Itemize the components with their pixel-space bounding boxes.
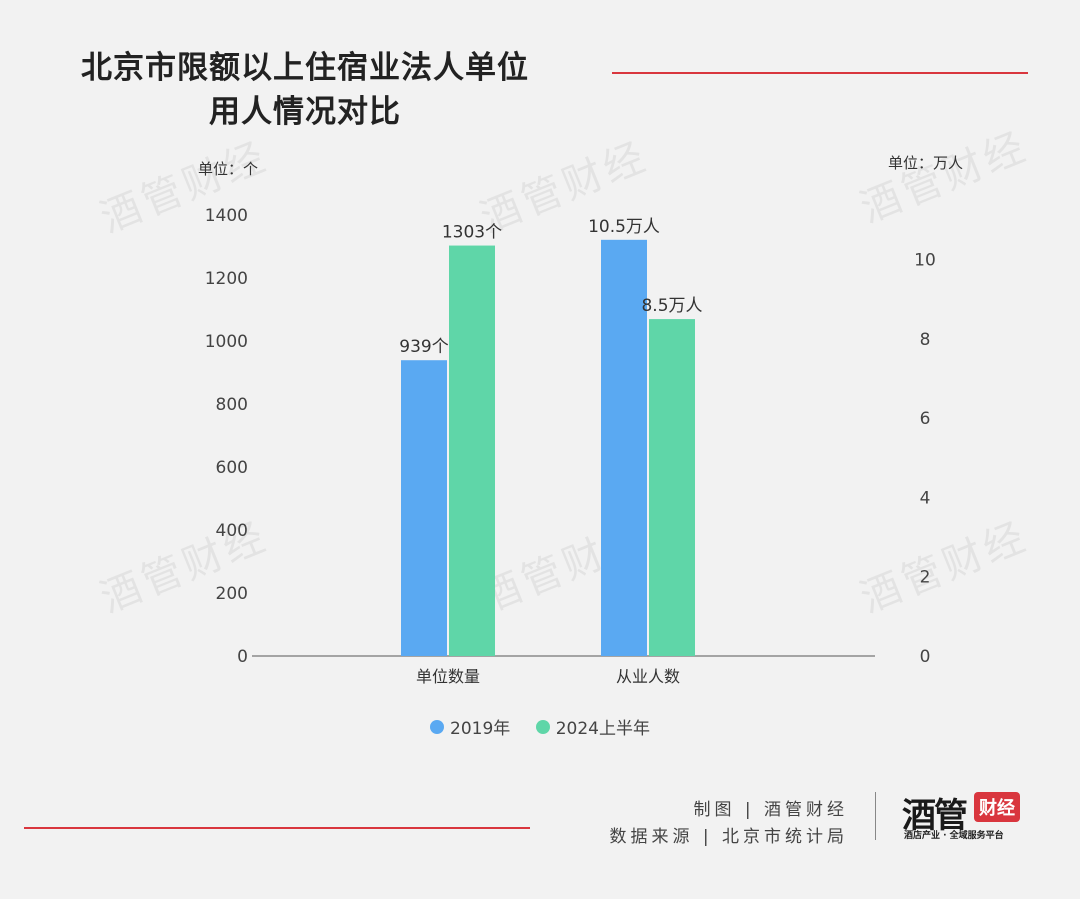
bar: [649, 319, 695, 656]
x-category-labels: 单位数量 从业人数: [416, 667, 680, 686]
left-tick-label: 600: [216, 458, 248, 478]
chart-title-line-2: 用人情况对比: [209, 94, 401, 130]
right-unit-label: 单位：万人: [888, 154, 963, 172]
legend-item-2019: 2019年: [430, 714, 510, 739]
bar-data-label: 1303个: [442, 223, 502, 243]
bar-data-label: 10.5万人: [588, 217, 660, 237]
footer-separator: [875, 792, 876, 840]
bar: [401, 360, 447, 656]
left-tick-label: 1000: [205, 332, 248, 352]
right-tick-label: 6: [920, 409, 931, 429]
x-category-label: 单位数量: [416, 667, 480, 686]
bar-chart: 0 200 400 600 800 1000 1200 1400 0 2 4 6 8 10 939个 13…: [198, 154, 963, 686]
legend-label: 2019年: [450, 719, 511, 739]
logo-badge: 财经: [974, 792, 1020, 822]
footer-red-line: [24, 827, 530, 829]
bar-data-label: 939个: [399, 337, 448, 357]
logo-slogan: 酒店产业 · 全域服务平台: [904, 831, 1004, 841]
left-tick-label: 400: [216, 521, 248, 541]
chart-title-line-1: 北京市限额以上住宿业法人单位: [81, 50, 529, 86]
left-unit-label: 单位：个: [198, 160, 258, 178]
legend: 2019年 2024上半年: [0, 714, 1080, 739]
bar-data-label: 8.5万人: [641, 296, 702, 316]
footer-credit: 制图 | 酒管财经: [693, 800, 848, 820]
brand-logo: 酒管 财经 酒店产业 · 全域服务平台: [902, 788, 1042, 844]
legend-dot-icon: [535, 719, 550, 734]
header-red-line: [612, 72, 1028, 74]
left-tick-label: 1200: [205, 269, 248, 289]
right-tick-label: 10: [914, 251, 936, 271]
bars: 939个 1303个 10.5万人 8.5万人: [399, 217, 703, 656]
legend-item-2024h1: 2024上半年: [535, 714, 650, 739]
right-tick-label: 8: [920, 330, 931, 350]
footer-source: 数据来源 | 北京市统计局: [609, 827, 848, 847]
legend-dot-icon: [430, 719, 445, 734]
left-axis: 0 200 400 600 800 1000 1200 1400: [205, 206, 248, 667]
right-axis: 0 2 4 6 8 10: [914, 251, 936, 667]
left-tick-label: 0: [237, 647, 248, 667]
left-tick-label: 800: [216, 395, 248, 415]
bar: [601, 239, 647, 656]
right-tick-label: 0: [920, 647, 931, 667]
bar: [449, 245, 495, 656]
right-tick-label: 4: [920, 488, 931, 508]
left-tick-label: 200: [216, 584, 248, 604]
logo-main-text: 酒管: [902, 796, 968, 836]
right-tick-label: 2: [920, 568, 931, 588]
legend-label: 2024上半年: [555, 719, 650, 739]
x-category-label: 从业人数: [616, 667, 680, 686]
left-tick-label: 1400: [205, 206, 248, 226]
